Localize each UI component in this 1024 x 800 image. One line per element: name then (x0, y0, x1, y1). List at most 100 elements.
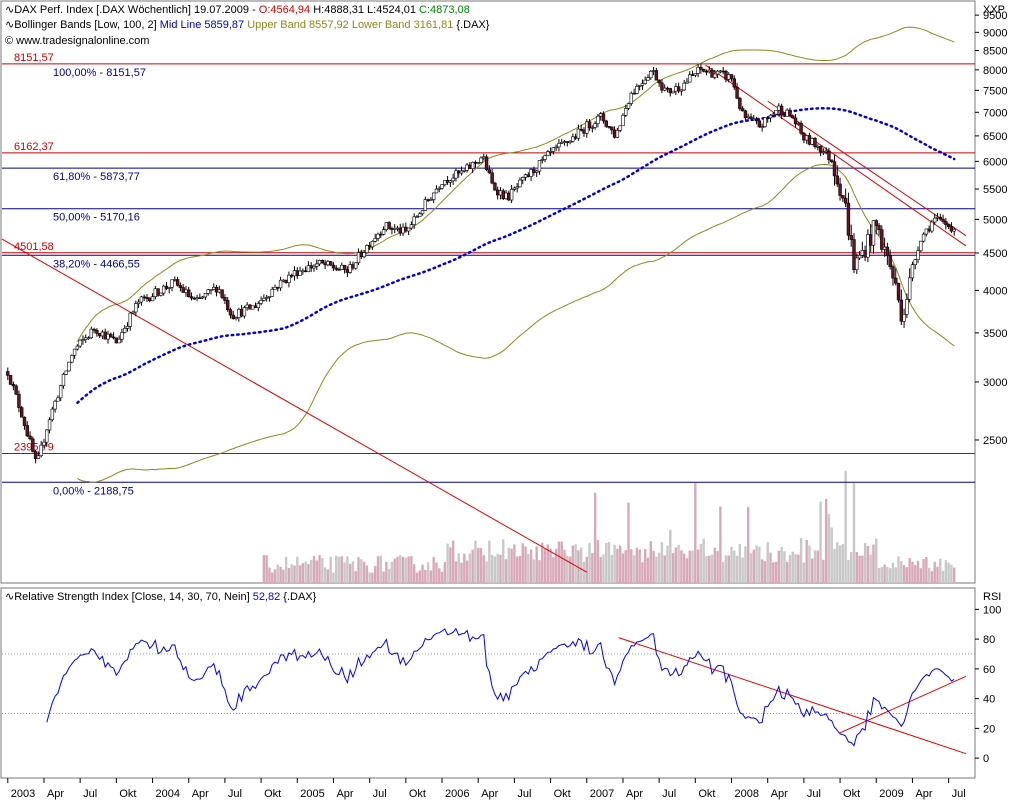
candle-body (125, 326, 130, 329)
candle-body (607, 126, 611, 128)
candle-body (457, 170, 461, 174)
candle-body (253, 305, 258, 309)
candle-body (518, 179, 522, 188)
volume-bar (415, 572, 419, 583)
candle-body (468, 164, 472, 169)
candle-body (262, 297, 266, 301)
volume-bar (315, 560, 318, 583)
candle-body (807, 135, 812, 145)
volume-bar (908, 558, 911, 583)
candle-body (537, 160, 542, 172)
volume-bar (836, 542, 839, 583)
volume-bar (404, 557, 408, 583)
volume-bar (541, 542, 544, 583)
volume-bar (808, 545, 811, 583)
candle-body (134, 303, 138, 313)
candle-body (587, 121, 592, 129)
volume-bar (627, 502, 630, 583)
candle-body (376, 233, 380, 239)
candle-body (175, 279, 180, 286)
volume-bar (644, 549, 647, 583)
candle-body (902, 314, 906, 322)
volume-bar (588, 542, 591, 583)
candle-body (459, 170, 464, 174)
volume-bar (944, 560, 948, 583)
volume-bar (752, 549, 755, 583)
volume-bar (911, 561, 914, 583)
candle-body (56, 397, 60, 402)
candle-body (290, 274, 294, 277)
candle-body (921, 233, 926, 242)
volume-bar (376, 556, 380, 583)
candle-body (451, 177, 455, 182)
volume-bar (855, 551, 858, 583)
volume-bar (635, 547, 639, 583)
date-tick-label: Jul (83, 788, 97, 800)
candle-body (356, 252, 361, 264)
volume-bar (819, 501, 822, 583)
rsi-tick-label: 100 (983, 604, 1001, 616)
candle-body (754, 118, 759, 122)
candle-body (223, 297, 227, 301)
volume-bar (936, 566, 939, 583)
candle-body (6, 371, 10, 376)
date-tick-label: Apr (336, 788, 353, 800)
volume-bar (660, 542, 664, 583)
price-tick-label: 9500 (983, 10, 1007, 22)
volume-bar (432, 557, 435, 583)
volume-bar (515, 556, 519, 583)
candle-body (111, 336, 116, 339)
volume-bar (566, 555, 569, 583)
candle-body (440, 184, 444, 189)
candle-body (830, 159, 834, 163)
candle-body (493, 182, 497, 191)
candle-body (855, 257, 859, 271)
candle-body (919, 240, 923, 252)
candle-body (885, 246, 890, 257)
volume-bar (337, 556, 341, 583)
candle-body (515, 186, 519, 189)
candle-body (674, 86, 678, 92)
candle-body (198, 297, 202, 300)
candle-body (267, 296, 272, 298)
date-tick-label: 2006 (445, 788, 469, 800)
volume-bar (925, 557, 928, 583)
candle-body (39, 444, 43, 457)
volume-bar (307, 563, 310, 583)
volume-bar (440, 571, 444, 583)
candle-body (284, 279, 288, 283)
volume-bar (524, 546, 527, 583)
candle-body (824, 150, 828, 153)
candle-body (203, 293, 208, 298)
volume-bar (760, 559, 764, 583)
candle-body (832, 161, 837, 177)
candle-body (443, 180, 447, 185)
volume-bar (504, 559, 508, 583)
candle-body (342, 264, 347, 270)
candle-body (331, 264, 336, 269)
candle-body (72, 348, 77, 356)
volume-bar (914, 565, 917, 583)
volume-bar (669, 529, 672, 583)
volume-bar (340, 556, 344, 583)
date-tick-label: Jul (952, 788, 966, 800)
date-tick-label: Okt (554, 788, 571, 800)
candle-body (835, 175, 839, 185)
candle-body (791, 115, 795, 119)
candle-body (643, 79, 647, 84)
candle-body (554, 146, 558, 149)
volume-bar (532, 559, 536, 583)
rsi-tick-label: 20 (983, 723, 995, 735)
volume-bar (813, 550, 817, 583)
candle-body (621, 115, 625, 127)
candle-body (913, 259, 917, 266)
volume-bar (568, 556, 572, 583)
volume-bar (426, 562, 430, 583)
candle-body (139, 296, 144, 303)
candle-body (573, 136, 578, 139)
candle-body (387, 222, 391, 229)
volume-bar (674, 547, 678, 583)
date-tick-label: Apr (771, 788, 788, 800)
volume-bar (733, 550, 736, 583)
